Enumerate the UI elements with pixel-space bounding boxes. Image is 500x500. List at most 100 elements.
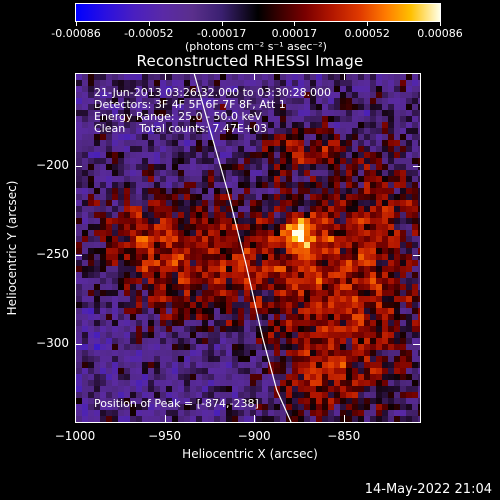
heatmap-cell [106, 374, 112, 380]
heatmap-cell [358, 188, 364, 194]
heatmap-cell [256, 350, 262, 356]
heatmap-cell [160, 224, 166, 230]
heatmap-cell [370, 410, 376, 416]
heatmap-cell [142, 350, 148, 356]
heatmap-cell [112, 260, 118, 266]
heatmap-cell [184, 326, 190, 332]
heatmap-cell [184, 362, 190, 368]
heatmap-cell [76, 386, 82, 392]
heatmap-cell [298, 224, 304, 230]
heatmap-cell [142, 110, 148, 116]
heatmap-cell [418, 122, 420, 128]
heatmap-cell [328, 386, 334, 392]
heatmap-cell [76, 392, 82, 398]
heatmap-cell [226, 110, 232, 116]
heatmap-cell [208, 398, 214, 404]
heatmap-cell [316, 194, 322, 200]
heatmap-cell [274, 398, 280, 404]
heatmap-cell [298, 176, 304, 182]
heatmap-cell [376, 272, 382, 278]
heatmap-cell [244, 230, 250, 236]
heatmap-cell [238, 224, 244, 230]
heatmap-cell [328, 86, 334, 92]
heatmap-cell [226, 92, 232, 98]
heatmap-cell [256, 410, 262, 416]
heatmap-cell [190, 416, 196, 422]
heatmap-cell [226, 392, 232, 398]
heatmap-cell [196, 374, 202, 380]
heatmap-cell [382, 236, 388, 242]
heatmap-cell [220, 110, 226, 116]
heatmap-cell [154, 146, 160, 152]
heatmap-cell [364, 380, 370, 386]
heatmap-cell [208, 98, 214, 104]
heatmap-cell [208, 254, 214, 260]
heatmap-cell [322, 248, 328, 254]
heatmap-cell [172, 326, 178, 332]
heatmap-cell [262, 410, 268, 416]
heatmap-cell [214, 350, 220, 356]
heatmap-cell [94, 74, 100, 80]
heatmap-cell [346, 350, 352, 356]
heatmap-cell [148, 80, 154, 86]
heatmap-cell [220, 278, 226, 284]
heatmap-cell [328, 392, 334, 398]
heatmap-cell [268, 188, 274, 194]
heatmap-cell [232, 86, 238, 92]
heatmap-cell [202, 410, 208, 416]
heatmap-cell [190, 80, 196, 86]
heatmap-cell [214, 260, 220, 266]
heatmap-cell [268, 344, 274, 350]
heatmap-cell [220, 284, 226, 290]
heatmap-cell [106, 386, 112, 392]
heatmap-cell [232, 80, 238, 86]
heatmap-cell [328, 254, 334, 260]
heatmap-cell [286, 122, 292, 128]
heatmap-cell [160, 194, 166, 200]
y-tick-mark [75, 165, 82, 167]
heatmap-cell [94, 164, 100, 170]
heatmap-cell [244, 140, 250, 146]
heatmap-cell [352, 362, 358, 368]
heatmap-cell [376, 116, 382, 122]
heatmap-cell [268, 182, 274, 188]
heatmap-cell [256, 284, 262, 290]
heatmap-cell [316, 398, 322, 404]
heatmap-cell [142, 296, 148, 302]
heatmap-cell [364, 176, 370, 182]
heatmap-cell [322, 146, 328, 152]
heatmap-cell [124, 278, 130, 284]
heatmap-cell [388, 140, 394, 146]
heatmap-cell [250, 296, 256, 302]
heatmap-cell [340, 116, 346, 122]
heatmap-cell [358, 296, 364, 302]
heatmap-cell [76, 374, 82, 380]
heatmap-cell [262, 398, 268, 404]
heatmap-cell [250, 338, 256, 344]
heatmap-cell [382, 332, 388, 338]
heatmap-cell [214, 386, 220, 392]
heatmap-cell [106, 74, 112, 80]
heatmap-cell [166, 278, 172, 284]
heatmap-cell [232, 230, 238, 236]
heatmap-cell [298, 284, 304, 290]
heatmap-cell [112, 170, 118, 176]
heatmap-cell [160, 338, 166, 344]
heatmap-cell [136, 404, 142, 410]
heatmap-cell [184, 128, 190, 134]
heatmap-cell [100, 290, 106, 296]
heatmap-cell [316, 152, 322, 158]
heatmap-cell [244, 278, 250, 284]
heatmap-cell [106, 392, 112, 398]
heatmap-cell [178, 104, 184, 110]
heatmap-cell [208, 416, 214, 422]
heatmap-cell [418, 338, 420, 344]
heatmap-cell [310, 416, 316, 422]
heatmap-cell [334, 128, 340, 134]
heatmap-cell [166, 398, 172, 404]
heatmap-cell [406, 326, 412, 332]
heatmap-cell [226, 164, 232, 170]
heatmap-cell [418, 332, 420, 338]
heatmap-cell [394, 284, 400, 290]
heatmap-cell [412, 404, 418, 410]
